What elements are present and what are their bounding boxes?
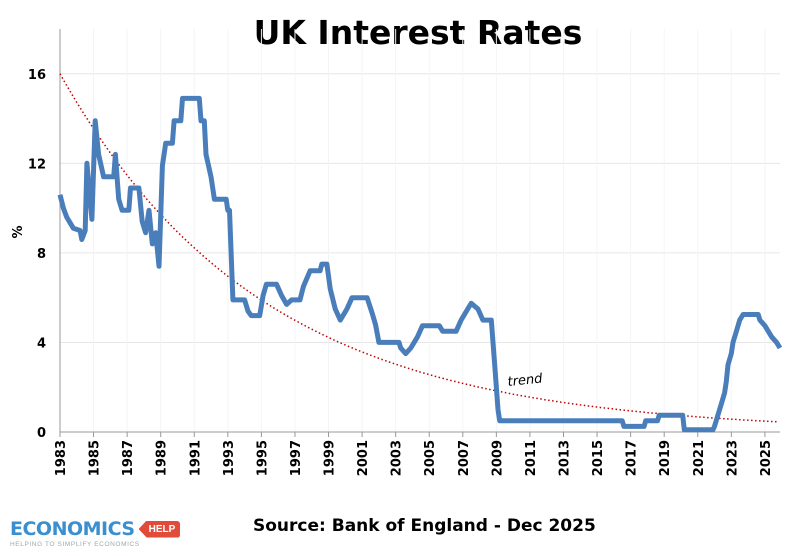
x-tick-label: 2017 [625,440,640,476]
x-tick-label: 2003 [390,440,405,476]
logo-text: ECONOMICS [10,518,135,540]
chart-title: UK Interest Rates [254,13,583,52]
x-tick-label: 1987 [121,440,136,476]
x-tick-label: 1985 [88,440,103,476]
trend-line [59,73,778,423]
source-note: Source: Bank of England - Dec 2025 [253,516,596,536]
trend-label: trend [507,371,544,390]
y-tick-label: 12 [28,157,46,172]
x-tick-label: 1983 [54,440,69,476]
x-tick-label: 2009 [490,440,505,476]
x-tick-label: 2013 [557,440,572,476]
x-tick-label: 2019 [658,440,673,476]
x-tick-label: 2011 [524,440,539,476]
logo-tagline: HELPING TO SIMPLIFY ECONOMICS [10,541,140,548]
x-tick-label: 2005 [423,440,438,476]
economics-help-logo: ECONOMICS HELP HELPING TO SIMPLIFY ECONOM… [10,518,181,548]
x-tick-label: 1991 [188,440,203,476]
x-tick-label: 2015 [591,440,606,476]
x-tick-label: 1999 [323,440,338,476]
axes [59,29,780,437]
y-tick-label: 0 [37,426,46,441]
x-tick-label: 2025 [759,440,774,476]
x-tick-label: 2001 [356,440,371,476]
y-tick-labels: 0 4 8 12 16 [28,68,46,441]
y-tick-label: 8 [37,247,46,262]
x-tick-label: 1995 [255,440,270,476]
x-tick-labels: 1983 1985 1987 1989 1991 1993 1995 1997 1999 2001… [54,440,774,476]
y-tick-label: 16 [28,68,46,83]
gridlines [59,29,780,432]
y-axis-label: % [11,225,26,238]
x-tick-label: 1989 [155,440,170,476]
logo-tag: HELP [138,520,181,538]
series-line [57,95,783,433]
x-tick-label: 1993 [222,440,237,476]
x-tick-label: 1997 [289,440,304,476]
x-tick-label: 2007 [457,440,472,476]
x-tick-label: 2023 [725,440,740,476]
x-tick-label: 2021 [692,440,707,476]
y-tick-label: 4 [37,336,46,351]
